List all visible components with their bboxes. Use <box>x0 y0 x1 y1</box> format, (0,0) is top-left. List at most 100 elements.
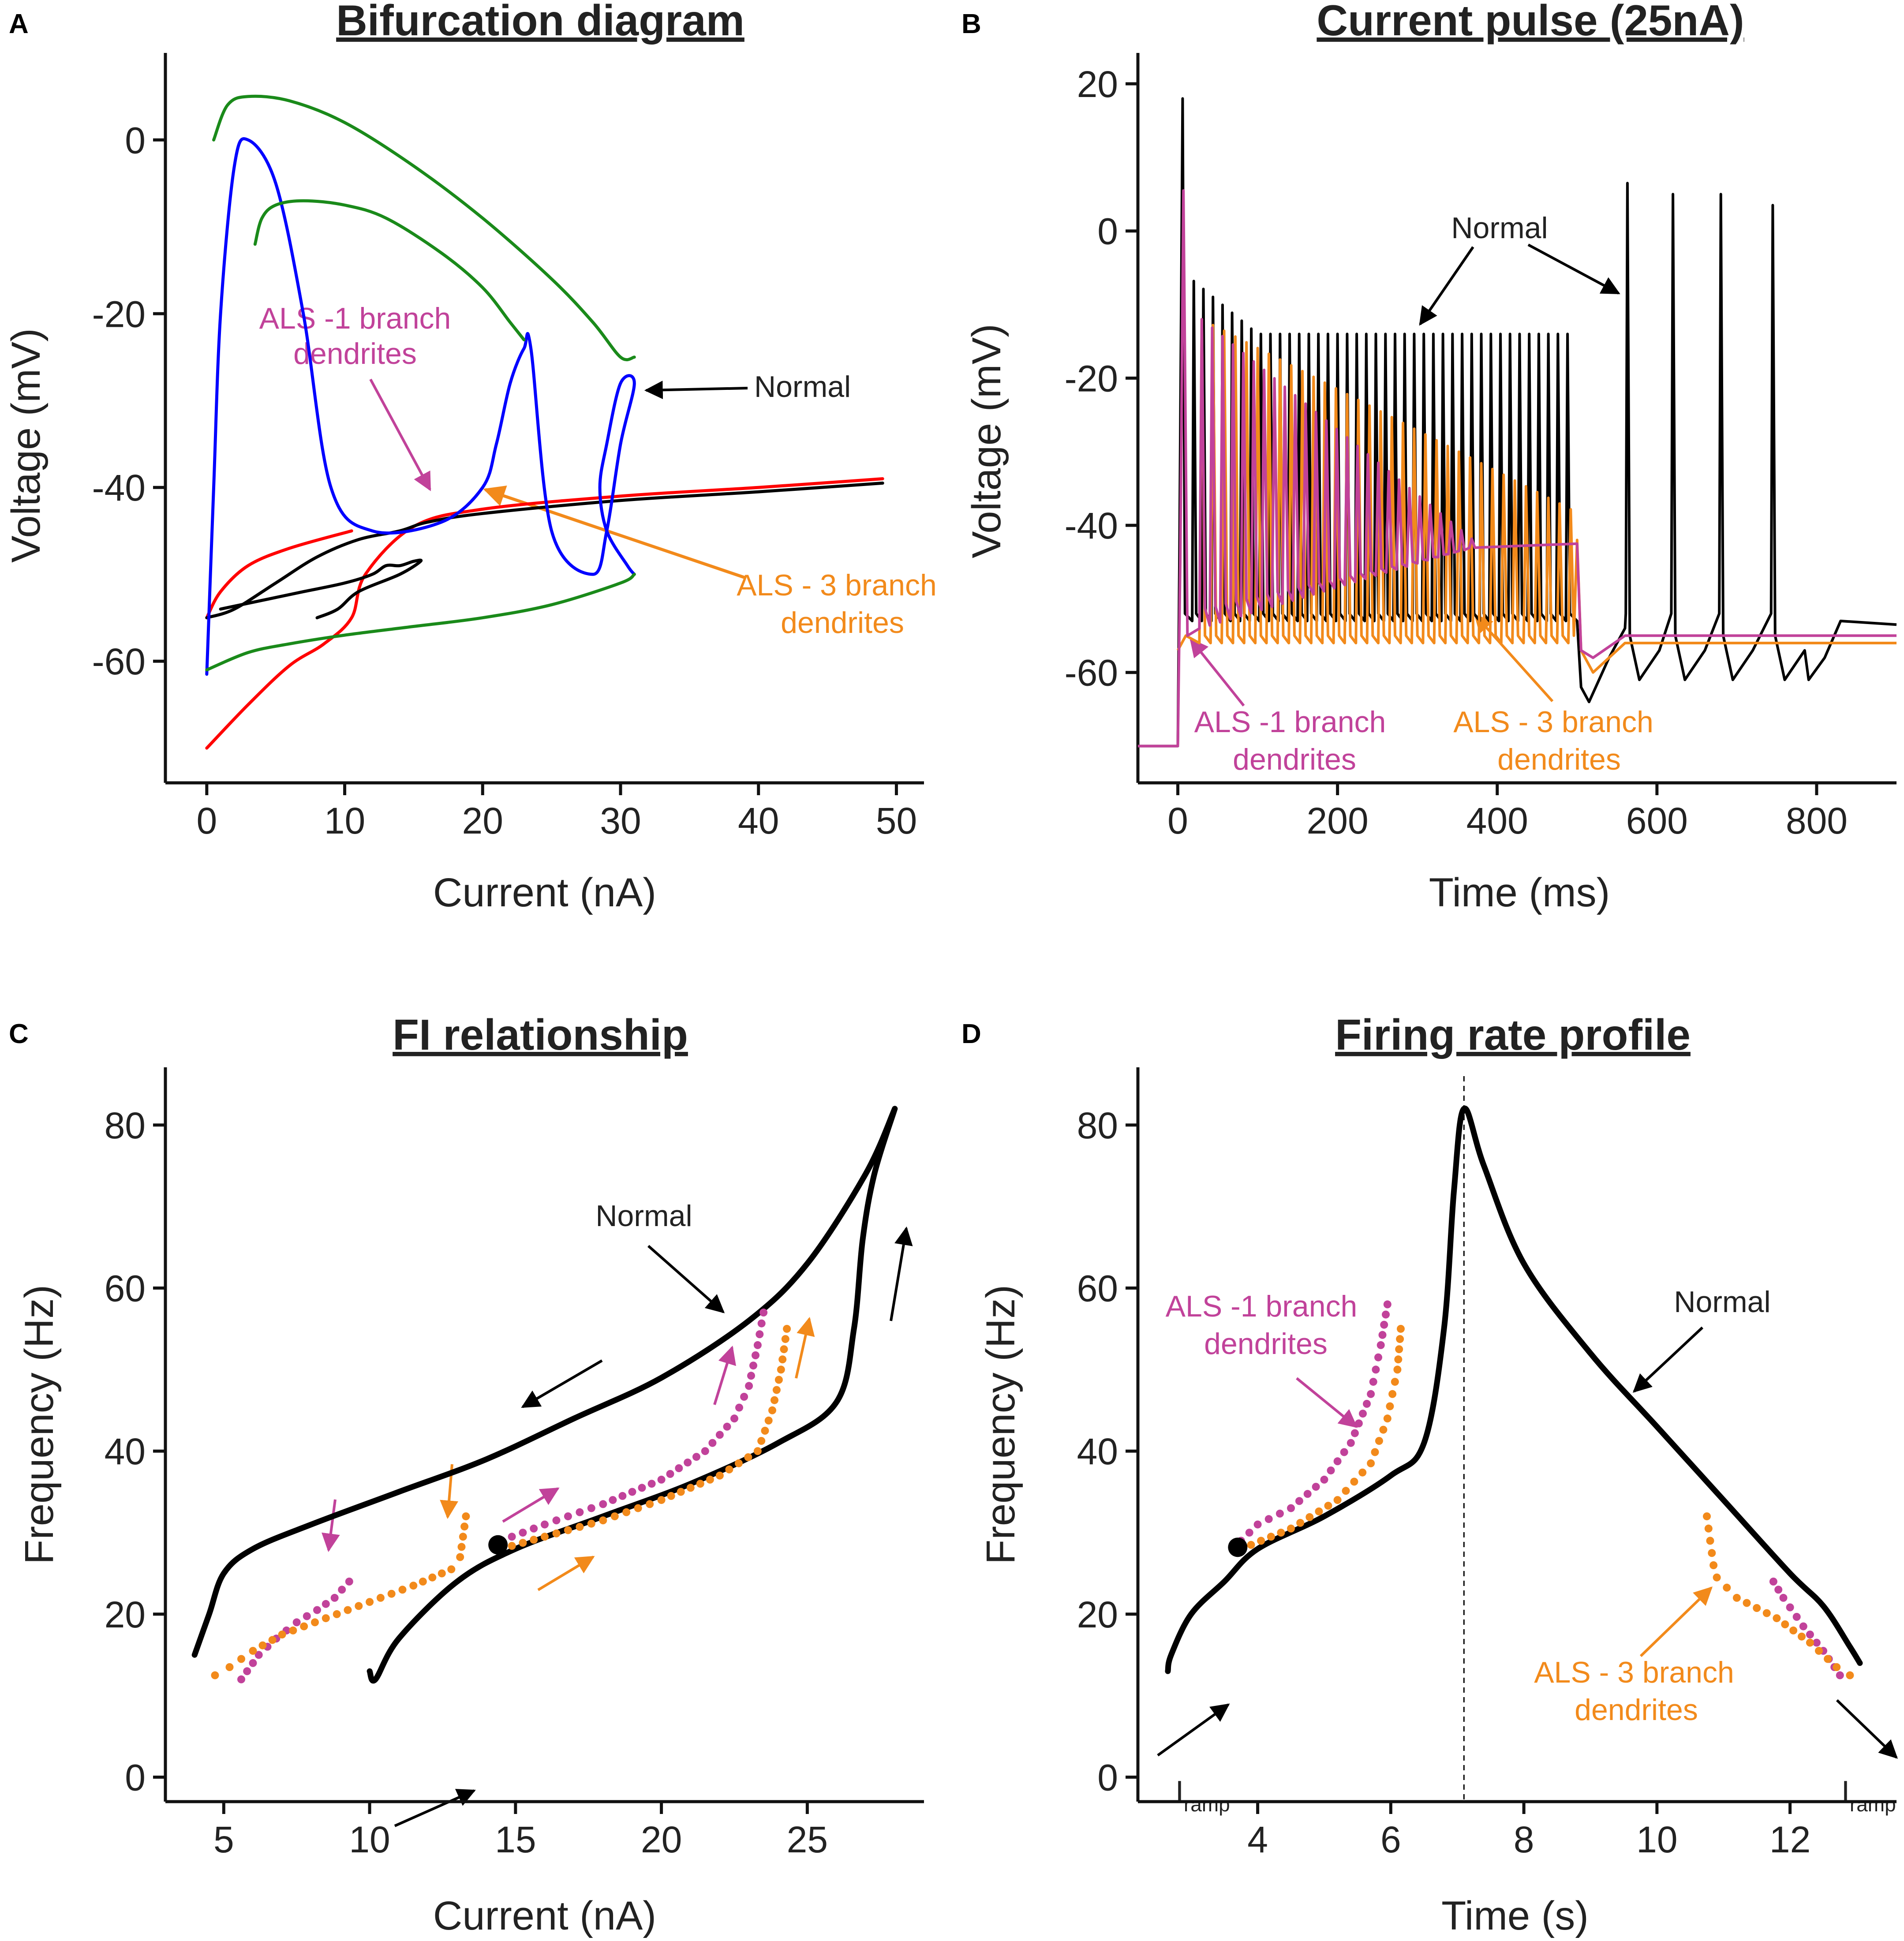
series-point-c <box>237 1675 245 1683</box>
series-point-c <box>599 1500 607 1508</box>
series-point-d <box>1743 1599 1751 1607</box>
y-tick-label-b: -40 <box>1065 505 1118 546</box>
series-point-d <box>1799 1622 1807 1631</box>
series-point-d <box>1382 1310 1390 1319</box>
series-point-c <box>778 1355 787 1364</box>
chart-title-b: Current pulse (25nA) <box>1317 0 1744 45</box>
series-point-d <box>1798 1632 1806 1641</box>
series-point-d <box>1386 1402 1394 1410</box>
series-line-a-7 <box>253 199 526 341</box>
series-point-c <box>647 1480 656 1488</box>
series-point-d <box>1312 1483 1320 1491</box>
x-tick-label-a: 30 <box>600 800 641 841</box>
y-tick-label-c: 60 <box>105 1268 146 1309</box>
series-line-b-als3 <box>1176 318 1897 674</box>
series-point-d <box>1792 1613 1801 1621</box>
series-point-d <box>1287 1504 1295 1512</box>
series-point-c <box>330 1593 339 1602</box>
series-point-c <box>456 1553 464 1561</box>
annotation-als3-line2-a: dendrites <box>781 606 904 640</box>
series-point-c <box>771 1396 778 1404</box>
series-point-d <box>1371 1448 1379 1456</box>
series-point-c <box>646 1500 654 1508</box>
axes-a: 0 10 20 30 40 50 0 -20 -40 -60 <box>92 53 924 841</box>
series-point-c <box>268 1636 277 1644</box>
annotation-als3-line2-d: dendrites <box>1575 1693 1698 1727</box>
series-point-c <box>667 1492 675 1500</box>
series-point-d <box>1320 1475 1328 1484</box>
series-point-d <box>1369 1378 1377 1386</box>
series-point-c <box>638 1484 646 1492</box>
series-point-c <box>752 1351 759 1359</box>
x-tick-label-d: 6 <box>1380 1819 1401 1860</box>
series-point-d <box>1395 1345 1403 1354</box>
series-point-d <box>1781 1620 1789 1628</box>
label-iramp-right: Iramp <box>1841 1775 1896 1816</box>
series-point-c <box>576 1508 584 1516</box>
series-point-d <box>1303 1490 1312 1498</box>
panel-letter-c: C <box>9 1019 29 1049</box>
series-point-c <box>634 1504 642 1512</box>
series-point-d <box>1372 1365 1380 1374</box>
series-point-d <box>1342 1487 1350 1495</box>
x-tick-label-c: 10 <box>349 1819 390 1860</box>
series-point-d <box>1704 1524 1713 1533</box>
series-point-c <box>530 1524 538 1533</box>
series-line-a-4 <box>205 137 636 676</box>
direction-arrow-als1-up-c <box>713 1345 736 1405</box>
series-point-c <box>459 1533 467 1541</box>
annotation-als1-line2-d: dendrites <box>1204 1327 1328 1361</box>
annotation-arrow-als1-a <box>369 378 431 491</box>
dotted-series-c-2 <box>497 1309 768 1545</box>
panel-letter-a: A <box>9 9 29 39</box>
series-point-d <box>1264 1515 1273 1523</box>
series-point-c <box>447 1565 456 1574</box>
x-tick-label-a: 20 <box>462 800 503 841</box>
series-point-c <box>438 1569 446 1578</box>
series-point-c <box>311 1618 319 1627</box>
series-line-a-6 <box>205 572 636 672</box>
series-point-c <box>657 1496 666 1504</box>
series-point-d <box>1396 1324 1405 1333</box>
y-tick-label-d: 60 <box>1077 1268 1118 1309</box>
series-point-d <box>1257 1537 1265 1545</box>
series-point-c <box>409 1582 418 1590</box>
x-tick-label-c: 20 <box>641 1819 682 1860</box>
series-point-d <box>1723 1583 1731 1592</box>
series-point-c <box>541 1520 549 1529</box>
series-point-d <box>1354 1419 1363 1428</box>
series-point-d <box>1773 1614 1781 1623</box>
series-point-c <box>764 1416 773 1425</box>
y-tick-label-d: 40 <box>1077 1431 1118 1472</box>
dotted-series-c-5 <box>211 1512 470 1679</box>
series-point-d <box>1393 1365 1402 1374</box>
series-point-d <box>1769 1578 1777 1586</box>
series-point-c <box>684 1459 692 1467</box>
direction-arrow-up-c <box>890 1226 913 1321</box>
series-point-d <box>1713 1573 1721 1582</box>
annotation-arrow-als3-b <box>1474 613 1554 703</box>
series-point-d <box>1708 1549 1716 1557</box>
series-point-c <box>618 1492 627 1500</box>
series-point-c <box>780 1345 788 1354</box>
series-point-d <box>1846 1671 1854 1679</box>
series-point-d <box>1703 1512 1711 1521</box>
x-tick-label-c: 15 <box>495 1819 536 1860</box>
annotation-als1-line2-b: dendrites <box>1233 743 1356 776</box>
series-point-d <box>1374 1353 1382 1361</box>
series-point-d <box>1833 1663 1841 1671</box>
series-point-c <box>462 1512 470 1521</box>
series-point-c <box>708 1439 717 1447</box>
series-point-c <box>303 1612 311 1620</box>
series-point-c <box>338 1586 346 1594</box>
series-point-d <box>1786 1603 1794 1612</box>
panel-c-fi-relationship: C FI relationship Current (nA) Frequency… <box>9 1010 913 1938</box>
series-point-c <box>783 1324 791 1333</box>
series-point-c <box>715 1431 724 1439</box>
series-point-c <box>333 1610 341 1618</box>
series-point-c <box>313 1606 321 1614</box>
series-point-d <box>1305 1513 1314 1521</box>
series-point-d <box>1367 1390 1375 1398</box>
series-point-d <box>1774 1586 1783 1594</box>
x-tick-label-c: 5 <box>213 1819 234 1860</box>
